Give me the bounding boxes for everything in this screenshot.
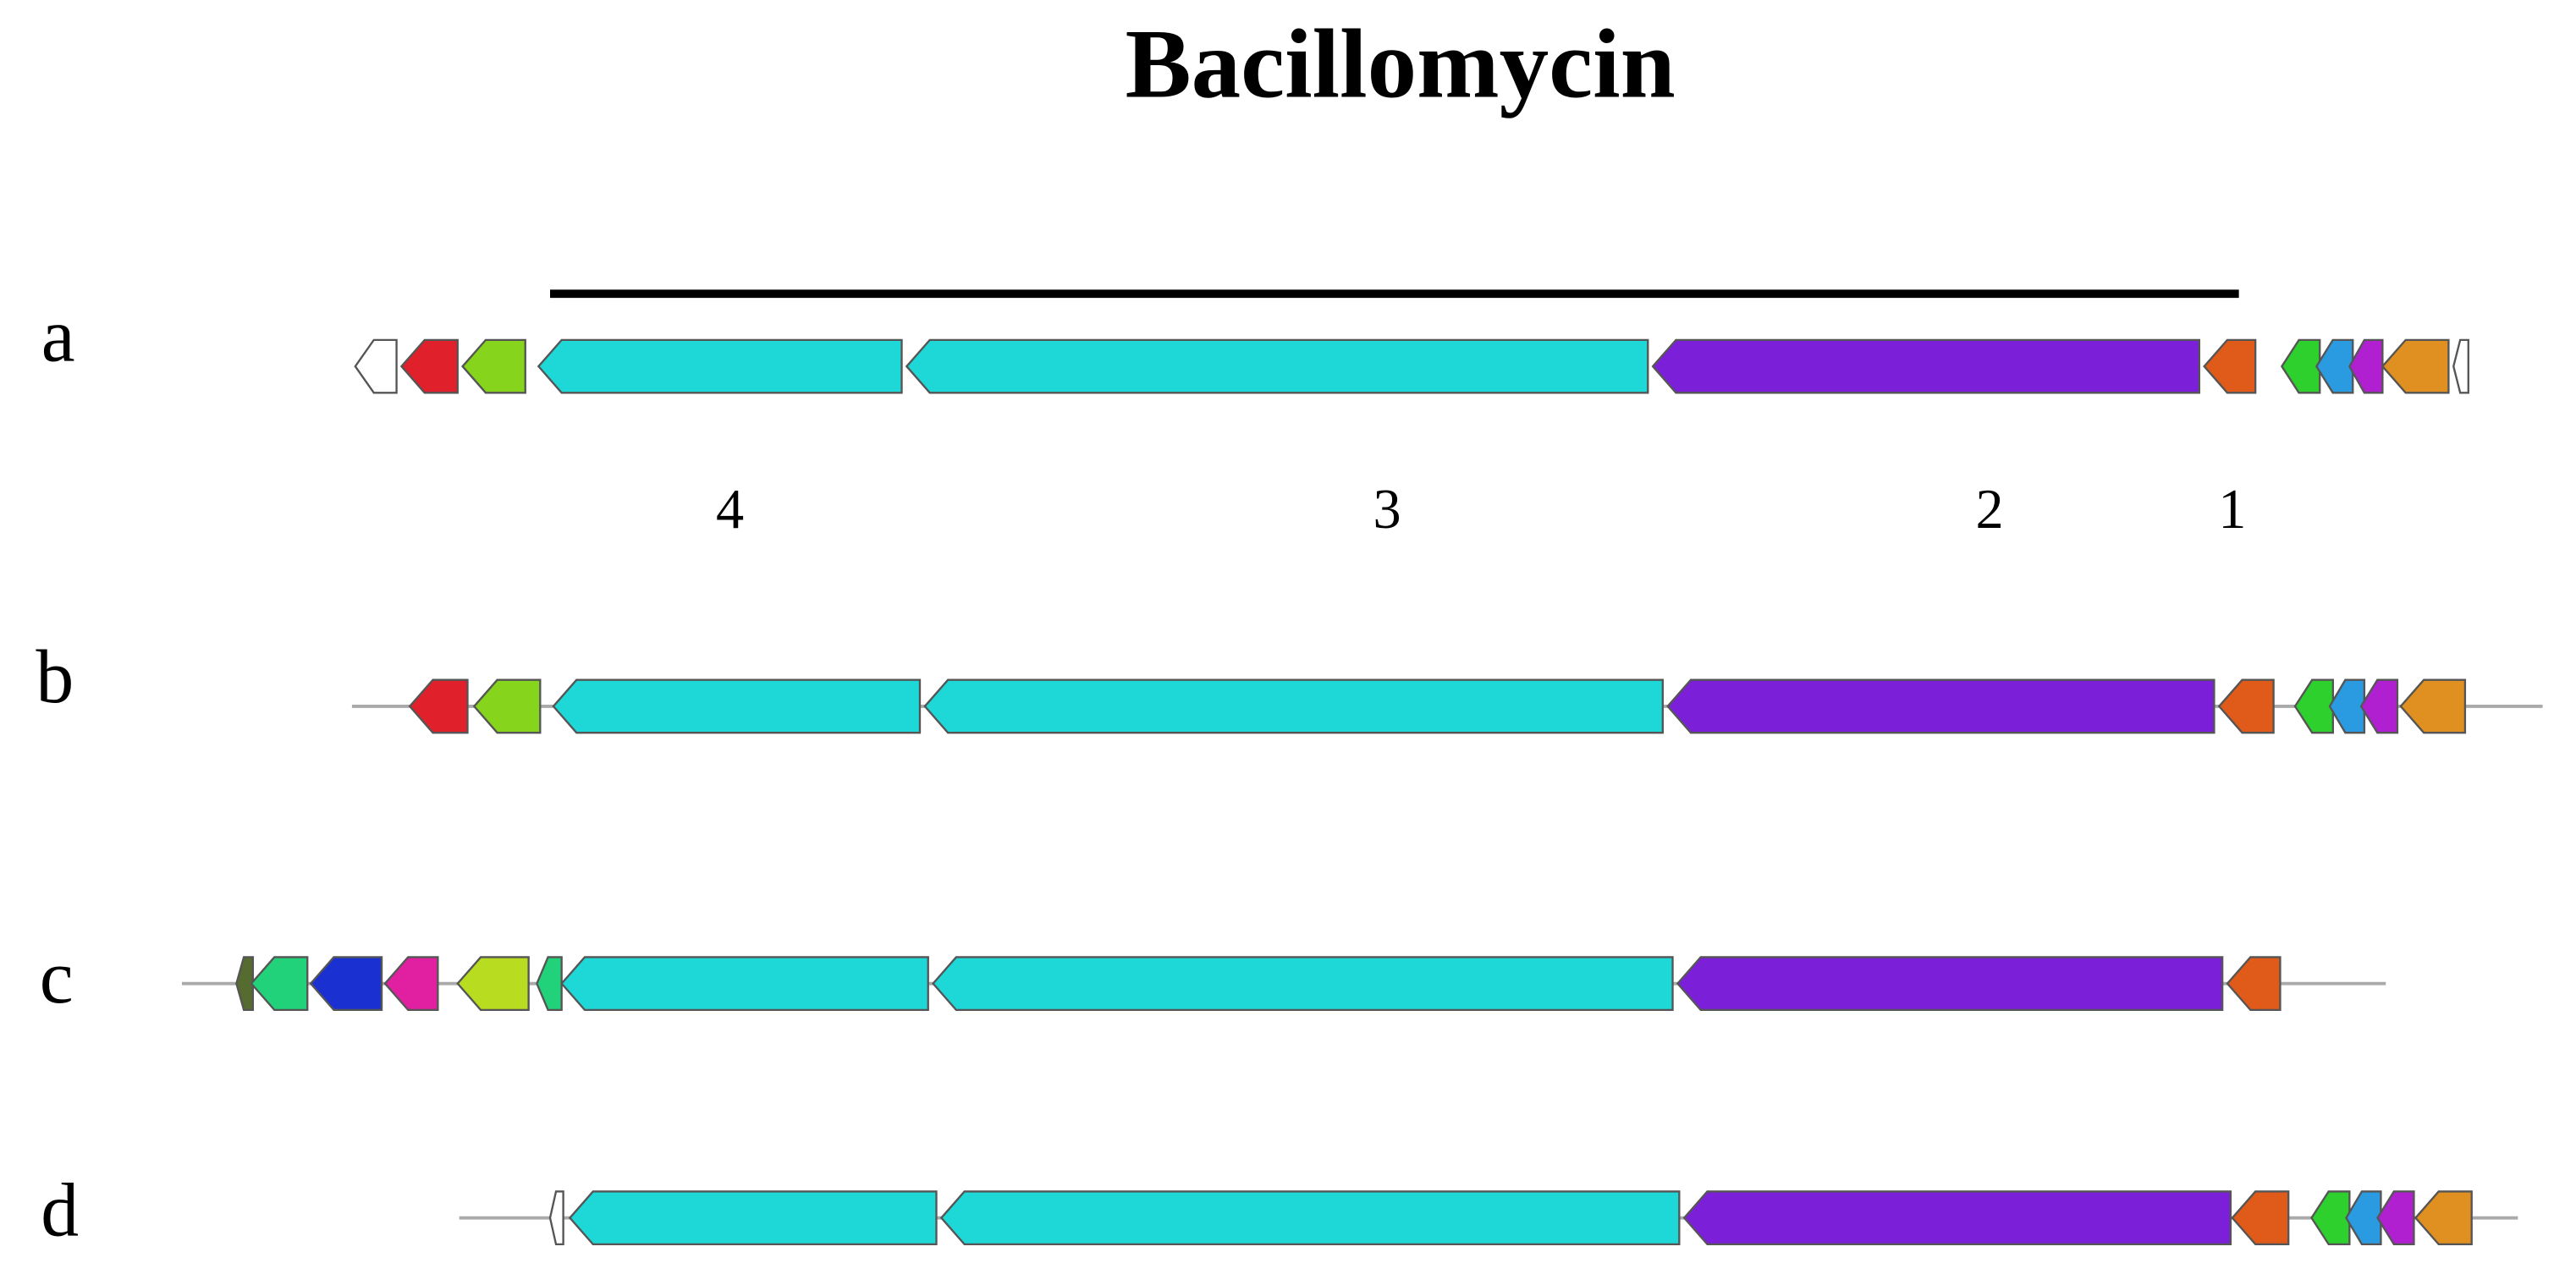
gene-arrow <box>1666 678 2215 734</box>
gene-arrow <box>2226 956 2282 1012</box>
gene-arrow <box>932 956 1674 1012</box>
gene-number: 1 <box>2218 479 2246 541</box>
gene-arrow <box>456 956 530 1012</box>
gene-arrow <box>1676 956 2224 1012</box>
gene-arrow <box>548 1190 564 1246</box>
gene-tracks <box>181 338 2543 1246</box>
gene-arrow <box>923 678 1664 734</box>
gene-arrow <box>2310 1190 2351 1246</box>
gene-arrow <box>472 678 542 734</box>
gene-arrow <box>383 956 439 1012</box>
gene-arrow <box>2293 678 2335 734</box>
gene-arrow <box>2345 1190 2382 1246</box>
gene-arrow <box>2217 678 2275 734</box>
gene-arrow <box>939 1190 1681 1246</box>
gene-arrow <box>2280 338 2321 394</box>
gene-arrow <box>2231 1190 2290 1246</box>
gene-arrow <box>536 956 563 1012</box>
gene-arrow <box>461 338 526 394</box>
gene-number: 4 <box>716 479 744 541</box>
gene-arrow <box>2452 338 2469 394</box>
gene-arrow <box>905 338 1649 394</box>
gene-arrow <box>2359 678 2399 734</box>
gene-arrow <box>560 956 929 1012</box>
gene-arrow <box>354 338 398 394</box>
gene-number: 3 <box>1373 479 1401 541</box>
gene-arrow <box>408 678 469 734</box>
row-label: d <box>41 1168 79 1252</box>
row-label: b <box>36 635 74 719</box>
gene-arrow <box>568 1190 938 1246</box>
gene-arrow <box>2381 338 2450 394</box>
gene-arrow <box>2414 1190 2473 1246</box>
gene-arrow <box>399 338 459 394</box>
gene-arrow <box>309 956 383 1012</box>
gene-arrow <box>552 678 922 734</box>
title: Bacillomycin <box>1126 10 1676 119</box>
gene-arrow <box>2376 1190 2415 1246</box>
gene-arrow <box>2348 338 2384 394</box>
gene-arrow <box>2399 678 2467 734</box>
gene-arrow <box>250 956 309 1012</box>
gene-arrow <box>1651 338 2200 394</box>
gene-arrow <box>537 338 903 394</box>
gene-arrow <box>2328 678 2366 734</box>
row-label: a <box>41 294 75 377</box>
gene-arrow <box>2315 338 2354 394</box>
row-label: c <box>40 936 74 1019</box>
gene-arrow <box>1682 1190 2232 1246</box>
gene-number: 2 <box>1976 479 2004 541</box>
gene-arrow <box>2203 338 2257 394</box>
